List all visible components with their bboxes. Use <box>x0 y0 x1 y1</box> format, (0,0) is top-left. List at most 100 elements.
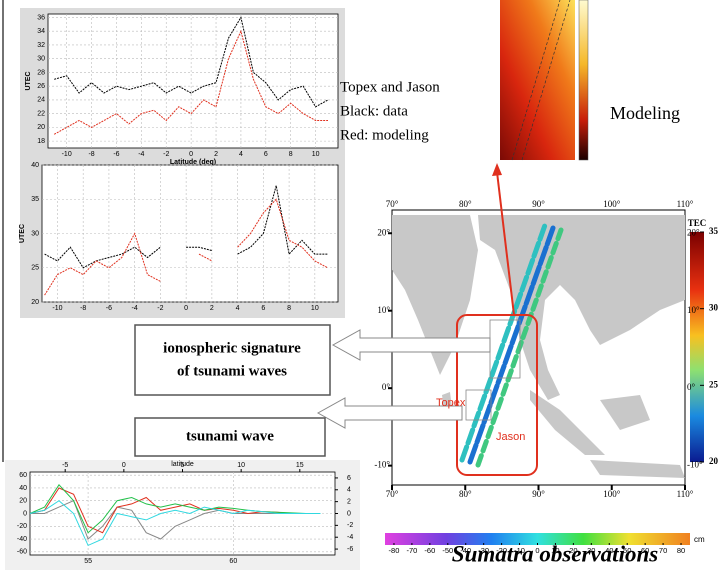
y-axis-label: UTEC <box>25 71 32 90</box>
model-heatmap <box>500 0 575 160</box>
y-tick-label: 26 <box>37 83 45 90</box>
y-tick-label: 25 <box>31 265 39 272</box>
y2-tick-label: 6 <box>347 475 351 482</box>
x2-axis-label: latitude <box>171 461 194 468</box>
y-tick-label: 40 <box>19 485 27 492</box>
box-text: ionospheric signature <box>163 340 301 356</box>
track-label: Topex <box>436 397 466 409</box>
lat-label: 20° <box>377 227 390 237</box>
x-tick-label: 60 <box>229 558 237 565</box>
x-tick-label: 4 <box>236 305 240 312</box>
lon-label: 100° <box>603 199 621 209</box>
x-tick-label: 10 <box>312 151 320 158</box>
y-tick-label: 22 <box>37 110 45 117</box>
x-tick-label: -2 <box>163 151 169 158</box>
legend-note: Black: data <box>340 103 408 119</box>
legend-note: Topex and Jason <box>340 79 440 95</box>
slide: Topex and Jason Black: data Red: modelin… <box>0 0 727 570</box>
y-tick-label: 0 <box>23 510 27 517</box>
x-tick-label: 8 <box>287 305 291 312</box>
y-tick-label: 30 <box>37 56 45 63</box>
y-tick-label: 28 <box>37 69 45 76</box>
y2-tick-label: 0 <box>347 510 351 517</box>
box-text: of tsunami waves <box>177 363 287 379</box>
lon-label: 110° <box>677 489 694 499</box>
colorbar-label: 25 <box>709 379 719 389</box>
colorbar-label: -20 <box>496 546 507 555</box>
colorbar-label: 40 <box>605 546 613 555</box>
y-tick-label: 40 <box>31 162 39 169</box>
lat-label: 10° <box>377 305 390 315</box>
x-tick-label: -6 <box>106 305 112 312</box>
y-tick-label: 20 <box>31 299 39 306</box>
colorbar-label: 10 <box>551 546 559 555</box>
y-tick-label: 34 <box>37 28 45 35</box>
lat-label: 10° <box>687 305 700 315</box>
y2-tick-label: -6 <box>347 546 353 553</box>
colorbar-label: 20 <box>709 456 719 466</box>
lat-label: 0° <box>687 382 696 392</box>
x-tick-label: -4 <box>138 151 144 158</box>
y2-tick-label: 2 <box>347 498 351 505</box>
lon-label: 70° <box>386 199 399 209</box>
modeling-label: Modeling <box>610 103 680 123</box>
x-tick-label: 55 <box>84 558 92 565</box>
tec-colorbar <box>690 232 704 462</box>
x-tick-label: 0 <box>184 305 188 312</box>
lat-label: -10° <box>374 460 390 470</box>
lat-label: 0° <box>382 382 391 392</box>
x-tick-label: 2 <box>214 151 218 158</box>
colorbar-label: -30 <box>478 546 489 555</box>
lon-label: 90° <box>532 489 545 499</box>
y-tick-label: 60 <box>19 472 27 479</box>
track-label: Jason <box>496 431 525 443</box>
x-tick-label: -6 <box>113 151 119 158</box>
lon-label: 100° <box>603 489 621 499</box>
y-axis-label: UTEC <box>19 224 26 243</box>
x2-tick-label: 0 <box>122 462 126 469</box>
colorbar-label: 0 <box>535 546 539 555</box>
y-tick-label: 32 <box>37 42 45 49</box>
y2-tick-label: 4 <box>347 487 351 494</box>
colorbar-label: 30 <box>709 303 719 313</box>
y-tick-label: 20 <box>19 498 27 505</box>
legend-note: Red: modeling <box>340 127 429 143</box>
y-tick-label: 20 <box>37 124 45 131</box>
colorbar-label: -60 <box>424 546 435 555</box>
lon-label: 110° <box>677 199 694 209</box>
x2-tick-label: 10 <box>237 462 245 469</box>
y-tick-label: -40 <box>17 536 27 543</box>
colorbar-label: 70 <box>659 546 667 555</box>
colorbar-label: 50 <box>623 546 631 555</box>
lat-label: -10° <box>687 460 703 470</box>
x-tick-label: 6 <box>264 151 268 158</box>
y-tick-label: 18 <box>37 138 45 145</box>
lon-label: 80° <box>459 489 472 499</box>
y2-tick-label: -2 <box>347 522 353 529</box>
x-tick-label: -4 <box>132 305 138 312</box>
x2-tick-label: 15 <box>296 462 304 469</box>
x-tick-label: 0 <box>189 151 193 158</box>
lon-label: 70° <box>386 489 399 499</box>
y-tick-label: -20 <box>17 523 27 530</box>
x-tick-label: -8 <box>88 151 94 158</box>
lon-label: 80° <box>459 199 472 209</box>
y2-tick-label: -4 <box>347 534 353 541</box>
heatmap-colorbar <box>579 0 588 160</box>
lon-label: 90° <box>532 199 545 209</box>
x-tick-label: 4 <box>239 151 243 158</box>
colorbar-label: -50 <box>442 546 453 555</box>
x-tick-label: 10 <box>311 305 319 312</box>
x-tick-label: -10 <box>62 151 72 158</box>
y-tick-label: 30 <box>31 230 39 237</box>
colorbar-unit: cm <box>694 535 705 544</box>
y-tick-label: 24 <box>37 97 45 104</box>
arrow-head <box>492 163 502 176</box>
x-tick-label: -2 <box>157 305 163 312</box>
x-tick-label: -8 <box>80 305 86 312</box>
colorbar-label: 20 <box>569 546 577 555</box>
y-tick-label: 35 <box>31 196 39 203</box>
colorbar-label: -70 <box>406 546 417 555</box>
lat-label: 20° <box>687 227 700 237</box>
colorbar-label: 80 <box>677 546 685 555</box>
